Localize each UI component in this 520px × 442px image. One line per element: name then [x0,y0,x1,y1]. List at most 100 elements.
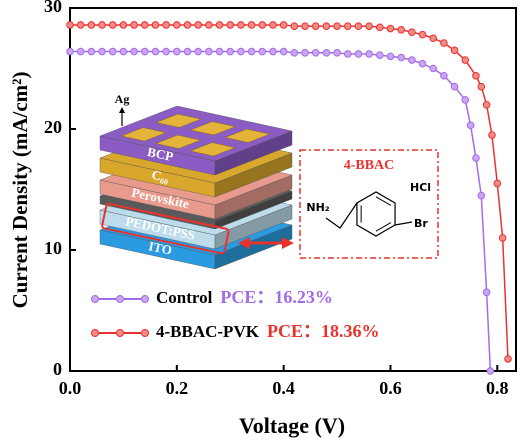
data-point [226,47,235,56]
data-point [493,179,502,188]
legend-marker [91,329,99,337]
data-point [151,47,160,56]
layer-label: C₆₀ [150,167,170,185]
data-point [418,59,427,68]
data-point [173,47,181,56]
ring-bond [375,222,392,232]
legend-marker [141,295,149,303]
data-point [66,21,74,29]
layer-top [99,105,293,162]
inset: AgITOPEDOT:PSSPerovskiteC₆₀BCP4-BBACNH₂H… [99,92,439,270]
data-point [205,21,213,29]
data-point [477,82,486,91]
data-point [429,34,438,43]
data-point [130,21,138,29]
data-point [140,21,149,29]
amine-label: NH₂ [306,201,329,214]
ag-pad [155,134,202,149]
salt-label: HCl [410,181,431,194]
data-point [87,21,96,29]
data-point [354,22,363,30]
data-point [108,21,117,29]
pce-label: PCE：18.36% [267,321,380,341]
data-point [365,50,373,58]
legend-label: Control [156,288,213,307]
data-point [450,46,459,55]
data-point [76,47,85,56]
data-point [162,47,170,56]
data-point [343,22,352,30]
x-tick-label: 0.2 [166,378,189,398]
ag-pad [120,127,167,142]
x-tick-label: 0.8 [486,378,509,398]
data-point [269,21,277,29]
data-point [365,22,373,30]
data-point [343,50,352,58]
legend-marker [91,295,99,303]
data-point [311,22,320,30]
data-point [354,50,363,58]
legend-marker [141,329,149,337]
data-point [279,47,288,56]
data-point [247,21,256,29]
ag-pad [224,128,271,143]
plot-frame [69,7,517,372]
data-point [504,355,512,363]
data-point [477,191,486,200]
data-point [237,21,245,29]
data-point [322,22,331,30]
data-point [173,21,181,29]
data-point [408,28,416,37]
y-tick-label: 20 [44,117,62,137]
data-point [87,47,96,56]
ag-pad [189,121,237,136]
data-point [440,39,448,47]
legend-marker [116,295,124,303]
data-point [98,21,106,29]
data-point [488,131,496,139]
ag-label: Ag [115,92,130,106]
x-tick-label: 0.4 [272,378,295,398]
data-point [429,64,438,73]
data-point [269,47,277,56]
data-point [140,47,149,56]
data-point [66,47,74,56]
data-point [386,52,395,61]
data-point [333,22,341,30]
ch2-bond [325,202,358,229]
data-point [279,21,288,29]
data-point [290,22,299,30]
data-point [258,47,267,56]
legend-label: 4-BBAC-PVK [156,322,260,341]
data-point [194,47,202,56]
pce-label: PCE：16.23% [220,287,333,307]
data-point [482,288,491,297]
x-axis-label: Voltage (V) [239,413,345,438]
data-point [130,47,138,56]
y-tick-label: 10 [44,238,62,258]
data-point [397,25,405,34]
data-point [386,24,395,33]
data-point [258,21,267,29]
data-point [215,47,224,56]
ag-pad [155,113,202,128]
data-point [486,367,495,375]
layer-label: BCP [146,144,175,164]
data-point [183,21,192,29]
data-point [461,56,470,64]
data-point [205,47,213,56]
data-point [215,21,224,29]
data-point [408,56,416,64]
data-point [311,48,320,57]
layer-label: ITO [147,238,173,258]
data-point [76,21,85,29]
data-point [375,51,384,59]
y-axis-label: Current Density (mA/cm²) [8,72,32,309]
highlight-box [101,202,230,255]
x-tick-label: 0.6 [379,378,402,398]
data-point [375,23,384,32]
data-point [290,48,299,57]
data-point [450,82,459,91]
data-point [183,47,192,56]
